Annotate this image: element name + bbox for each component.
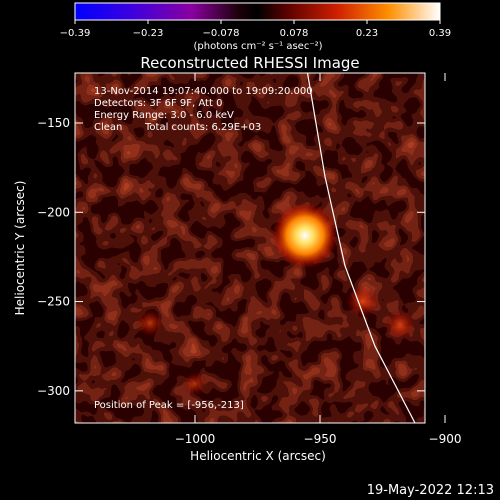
colorbar-tick-label: −0.39 [60, 28, 91, 39]
secondary-source [384, 309, 416, 341]
annotation-total-counts: Total counts: 6.29E+03 [144, 122, 261, 133]
plot-frame [74, 72, 426, 424]
colorbar-tick-label: 0.39 [429, 28, 451, 39]
annotation-line: 13-Nov-2014 19:07:40.000 to 19:09:20.000 [94, 86, 313, 97]
peak-source [271, 201, 339, 270]
y-tick-label: −300 [37, 384, 70, 398]
annotation-line: Energy Range: 3.0 - 6.0 keV [94, 110, 234, 121]
colorbar [74, 2, 441, 21]
colorbar-tick-label: −0.078 [202, 28, 239, 39]
annotation-line: Detectors: 3F 6F 9F, Att 0 [94, 98, 222, 109]
colorbar-tick-label: 0.078 [280, 28, 309, 39]
heatmap-image [75, 73, 425, 423]
secondary-source [136, 309, 164, 337]
annotation-clean: Clean [94, 122, 122, 133]
peak-position-label: Position of Peak = [-956,-213] [94, 400, 244, 411]
y-tick-label: −150 [37, 116, 70, 130]
chart-title: Reconstructed RHESSI Image [140, 54, 359, 72]
secondary-source [182, 371, 208, 397]
colorbar-unit-label: (photons cm⁻² s⁻¹ asec⁻²) [193, 41, 322, 52]
x-tick-label: −900 [429, 432, 462, 446]
axis-ticks: −1000 −950 −900 −150 −200 −250 −300 [37, 73, 461, 446]
colorbar-ticks: −0.39 −0.23 −0.078 0.078 0.23 0.39 [60, 20, 451, 39]
colorbar-tick-label: −0.23 [133, 28, 164, 39]
secondary-sources [136, 284, 416, 397]
y-tick-label: −200 [37, 205, 70, 219]
x-tick-label: −1000 [175, 432, 216, 446]
solar-limb-line [306, 73, 416, 423]
footer-timestamp: 19-May-2022 12:13 [367, 483, 494, 498]
x-tick-label: −950 [304, 432, 337, 446]
secondary-source [345, 284, 380, 319]
y-tick-label: −250 [37, 295, 70, 309]
colorbar-tick-label: 0.23 [356, 28, 378, 39]
x-axis-label: Heliocentric X (arcsec) [190, 449, 326, 463]
y-axis-label: Heliocentric Y (arcsec) [13, 181, 27, 316]
annotation-block: 13-Nov-2014 19:07:40.000 to 19:09:20.000… [94, 86, 313, 133]
